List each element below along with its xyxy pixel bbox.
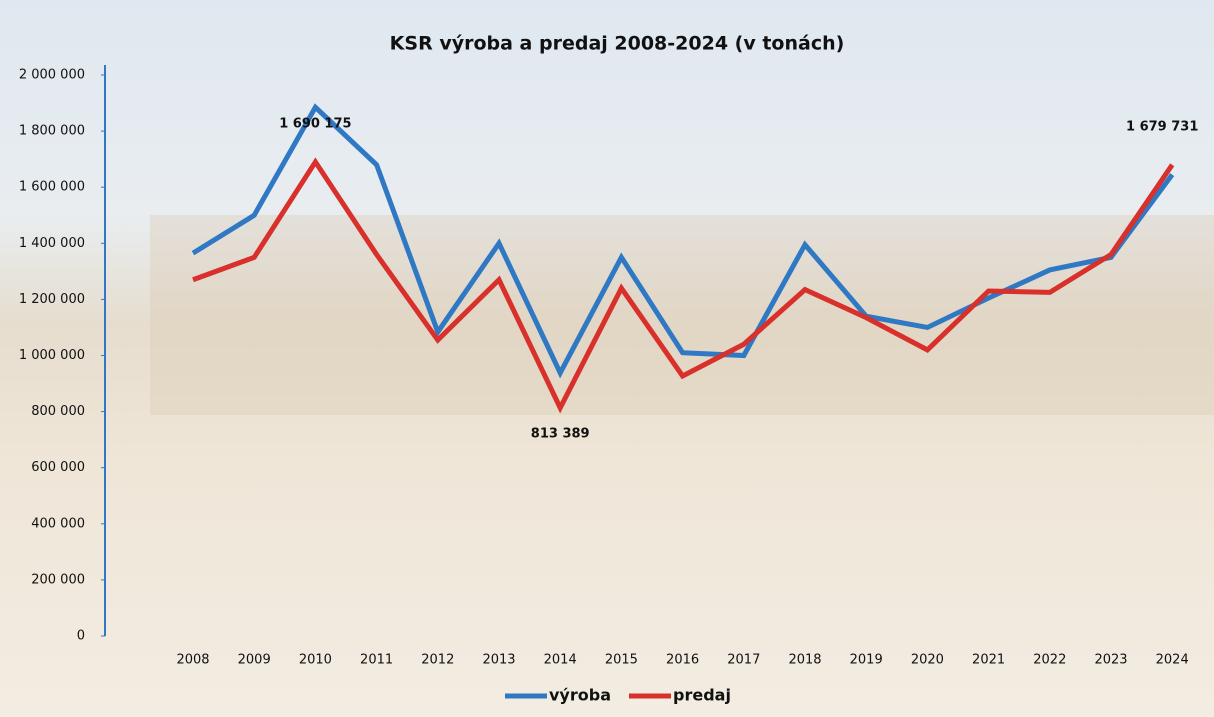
y-tick-label: 600 000 xyxy=(31,460,85,475)
x-tick-label: 2022 xyxy=(1033,653,1066,668)
y-tick-label: 2 000 000 xyxy=(19,68,85,83)
y-tick-label: 1 400 000 xyxy=(19,236,85,251)
legend-label: predaj xyxy=(673,686,731,705)
y-tick-label: 400 000 xyxy=(31,516,85,531)
x-tick-label: 2018 xyxy=(788,653,821,668)
x-tick-label: 2020 xyxy=(911,653,944,668)
data-label: 1 679 731 xyxy=(1126,119,1198,134)
x-tick-label: 2014 xyxy=(544,653,577,668)
x-tick-label: 2024 xyxy=(1156,653,1189,668)
x-tick-label: 2015 xyxy=(605,653,638,668)
x-tick-label: 2023 xyxy=(1094,653,1127,668)
x-tick-label: 2011 xyxy=(360,653,393,668)
y-tick-label: 0 xyxy=(77,629,85,644)
x-tick-label: 2010 xyxy=(299,653,332,668)
quarry-backdrop xyxy=(150,215,1214,415)
x-tick-label: 2008 xyxy=(176,653,209,668)
x-tick-label: 2017 xyxy=(727,653,760,668)
y-tick-label: 1 600 000 xyxy=(19,180,85,195)
y-tick-label: 1 200 000 xyxy=(19,292,85,307)
data-label: 813 389 xyxy=(531,426,590,441)
chart-title: KSR výroba a predaj 2008-2024 (v tonách) xyxy=(390,33,845,55)
x-tick-label: 2016 xyxy=(666,653,699,668)
data-label: 1 690 175 xyxy=(279,116,351,131)
y-tick-label: 800 000 xyxy=(31,404,85,419)
x-tick-label: 2013 xyxy=(482,653,515,668)
x-tick-label: 2019 xyxy=(850,653,883,668)
x-tick-label: 2012 xyxy=(421,653,454,668)
x-tick-label: 2021 xyxy=(972,653,1005,668)
y-tick-label: 1 800 000 xyxy=(19,124,85,139)
x-tick-label: 2009 xyxy=(238,653,271,668)
y-tick-label: 1 000 000 xyxy=(19,348,85,363)
chart: KSR výroba a predaj 2008-2024 (v tonách)… xyxy=(0,0,1214,717)
legend-label: výroba xyxy=(549,686,611,705)
y-tick-label: 200 000 xyxy=(31,572,85,587)
